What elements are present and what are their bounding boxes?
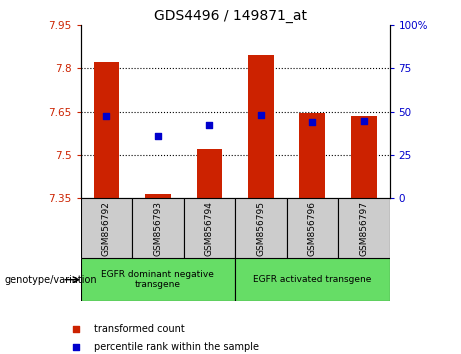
Bar (300, 113, 325, 198)
Point (231, 269, 239, 275)
Text: GSM856792: GSM856792 (102, 201, 111, 256)
Bar (94, 62, 119, 198)
Bar (145, 194, 171, 198)
Bar (235, 198, 287, 258)
Bar (81, 198, 132, 258)
Text: GSM856793: GSM856793 (154, 201, 162, 256)
Point (257, 112, 265, 118)
Bar (81, 258, 235, 301)
Text: percentile rank within the sample: percentile rank within the sample (94, 342, 259, 352)
Text: GSM856797: GSM856797 (359, 201, 368, 256)
Bar (235, 258, 390, 301)
Point (103, 113, 110, 119)
Point (360, 118, 367, 124)
Text: transformed count: transformed count (94, 324, 184, 334)
Point (206, 122, 213, 127)
Bar (287, 198, 338, 258)
Point (308, 119, 316, 125)
Text: GSM856795: GSM856795 (256, 201, 266, 256)
Bar (351, 116, 377, 198)
Text: GDS4496 / 149871_at: GDS4496 / 149871_at (154, 9, 307, 23)
Text: GSM856796: GSM856796 (308, 201, 317, 256)
Bar (196, 149, 222, 198)
Text: genotype/variation: genotype/variation (5, 275, 97, 285)
Text: EGFR dominant negative
transgene: EGFR dominant negative transgene (101, 270, 214, 289)
Bar (183, 198, 235, 258)
Text: GSM856794: GSM856794 (205, 201, 214, 256)
Bar (338, 198, 390, 258)
Point (231, 108, 239, 114)
Point (154, 133, 161, 139)
Text: EGFR activated transgene: EGFR activated transgene (253, 275, 372, 284)
Bar (248, 55, 274, 198)
Bar (132, 198, 183, 258)
